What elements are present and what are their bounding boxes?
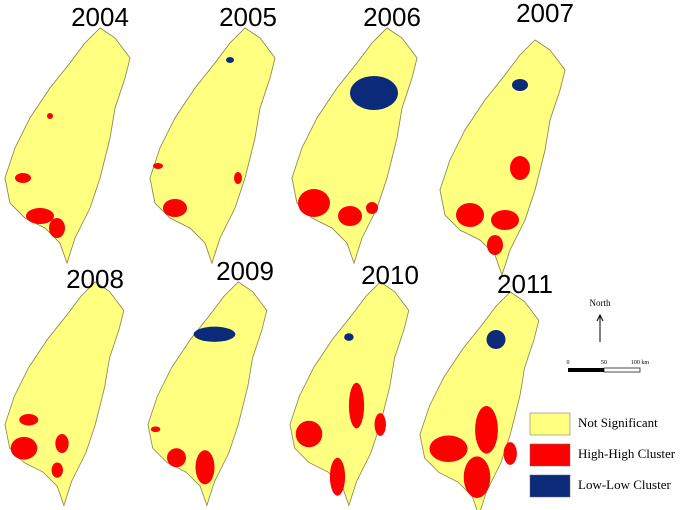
map-panel [289, 281, 410, 506]
map-panel [291, 27, 418, 264]
scale-label: 100 km [631, 360, 650, 366]
legend-label: High-High Cluster [578, 446, 676, 461]
map-panel [4, 281, 125, 506]
legend-swatch [529, 443, 571, 467]
year-label: 2006 [363, 2, 421, 32]
legend-label: Not Significant [578, 415, 658, 430]
map-panel [149, 27, 276, 264]
year-label: 2008 [66, 264, 124, 294]
legend-swatch [529, 474, 571, 498]
year-label: 2007 [516, 0, 574, 28]
map-panel [419, 291, 540, 510]
map-panel [147, 281, 268, 506]
map-panel [4, 27, 131, 264]
legend-label: Low-Low Cluster [578, 477, 671, 492]
year-label: 2010 [361, 260, 419, 290]
year-label: 2004 [71, 2, 129, 32]
scale-label: 0 [567, 360, 570, 366]
year-label: 2009 [216, 256, 274, 286]
north-label: North [590, 298, 611, 308]
north-arrow-head [596, 313, 604, 322]
year-label: 2011 [497, 269, 553, 299]
legend-swatch [529, 412, 571, 436]
scale-bar-dark [568, 368, 604, 372]
map-panel [439, 39, 566, 276]
scale-label: 50 [601, 360, 607, 366]
scale-bar-light [603, 367, 641, 373]
year-label: 2005 [219, 2, 277, 32]
